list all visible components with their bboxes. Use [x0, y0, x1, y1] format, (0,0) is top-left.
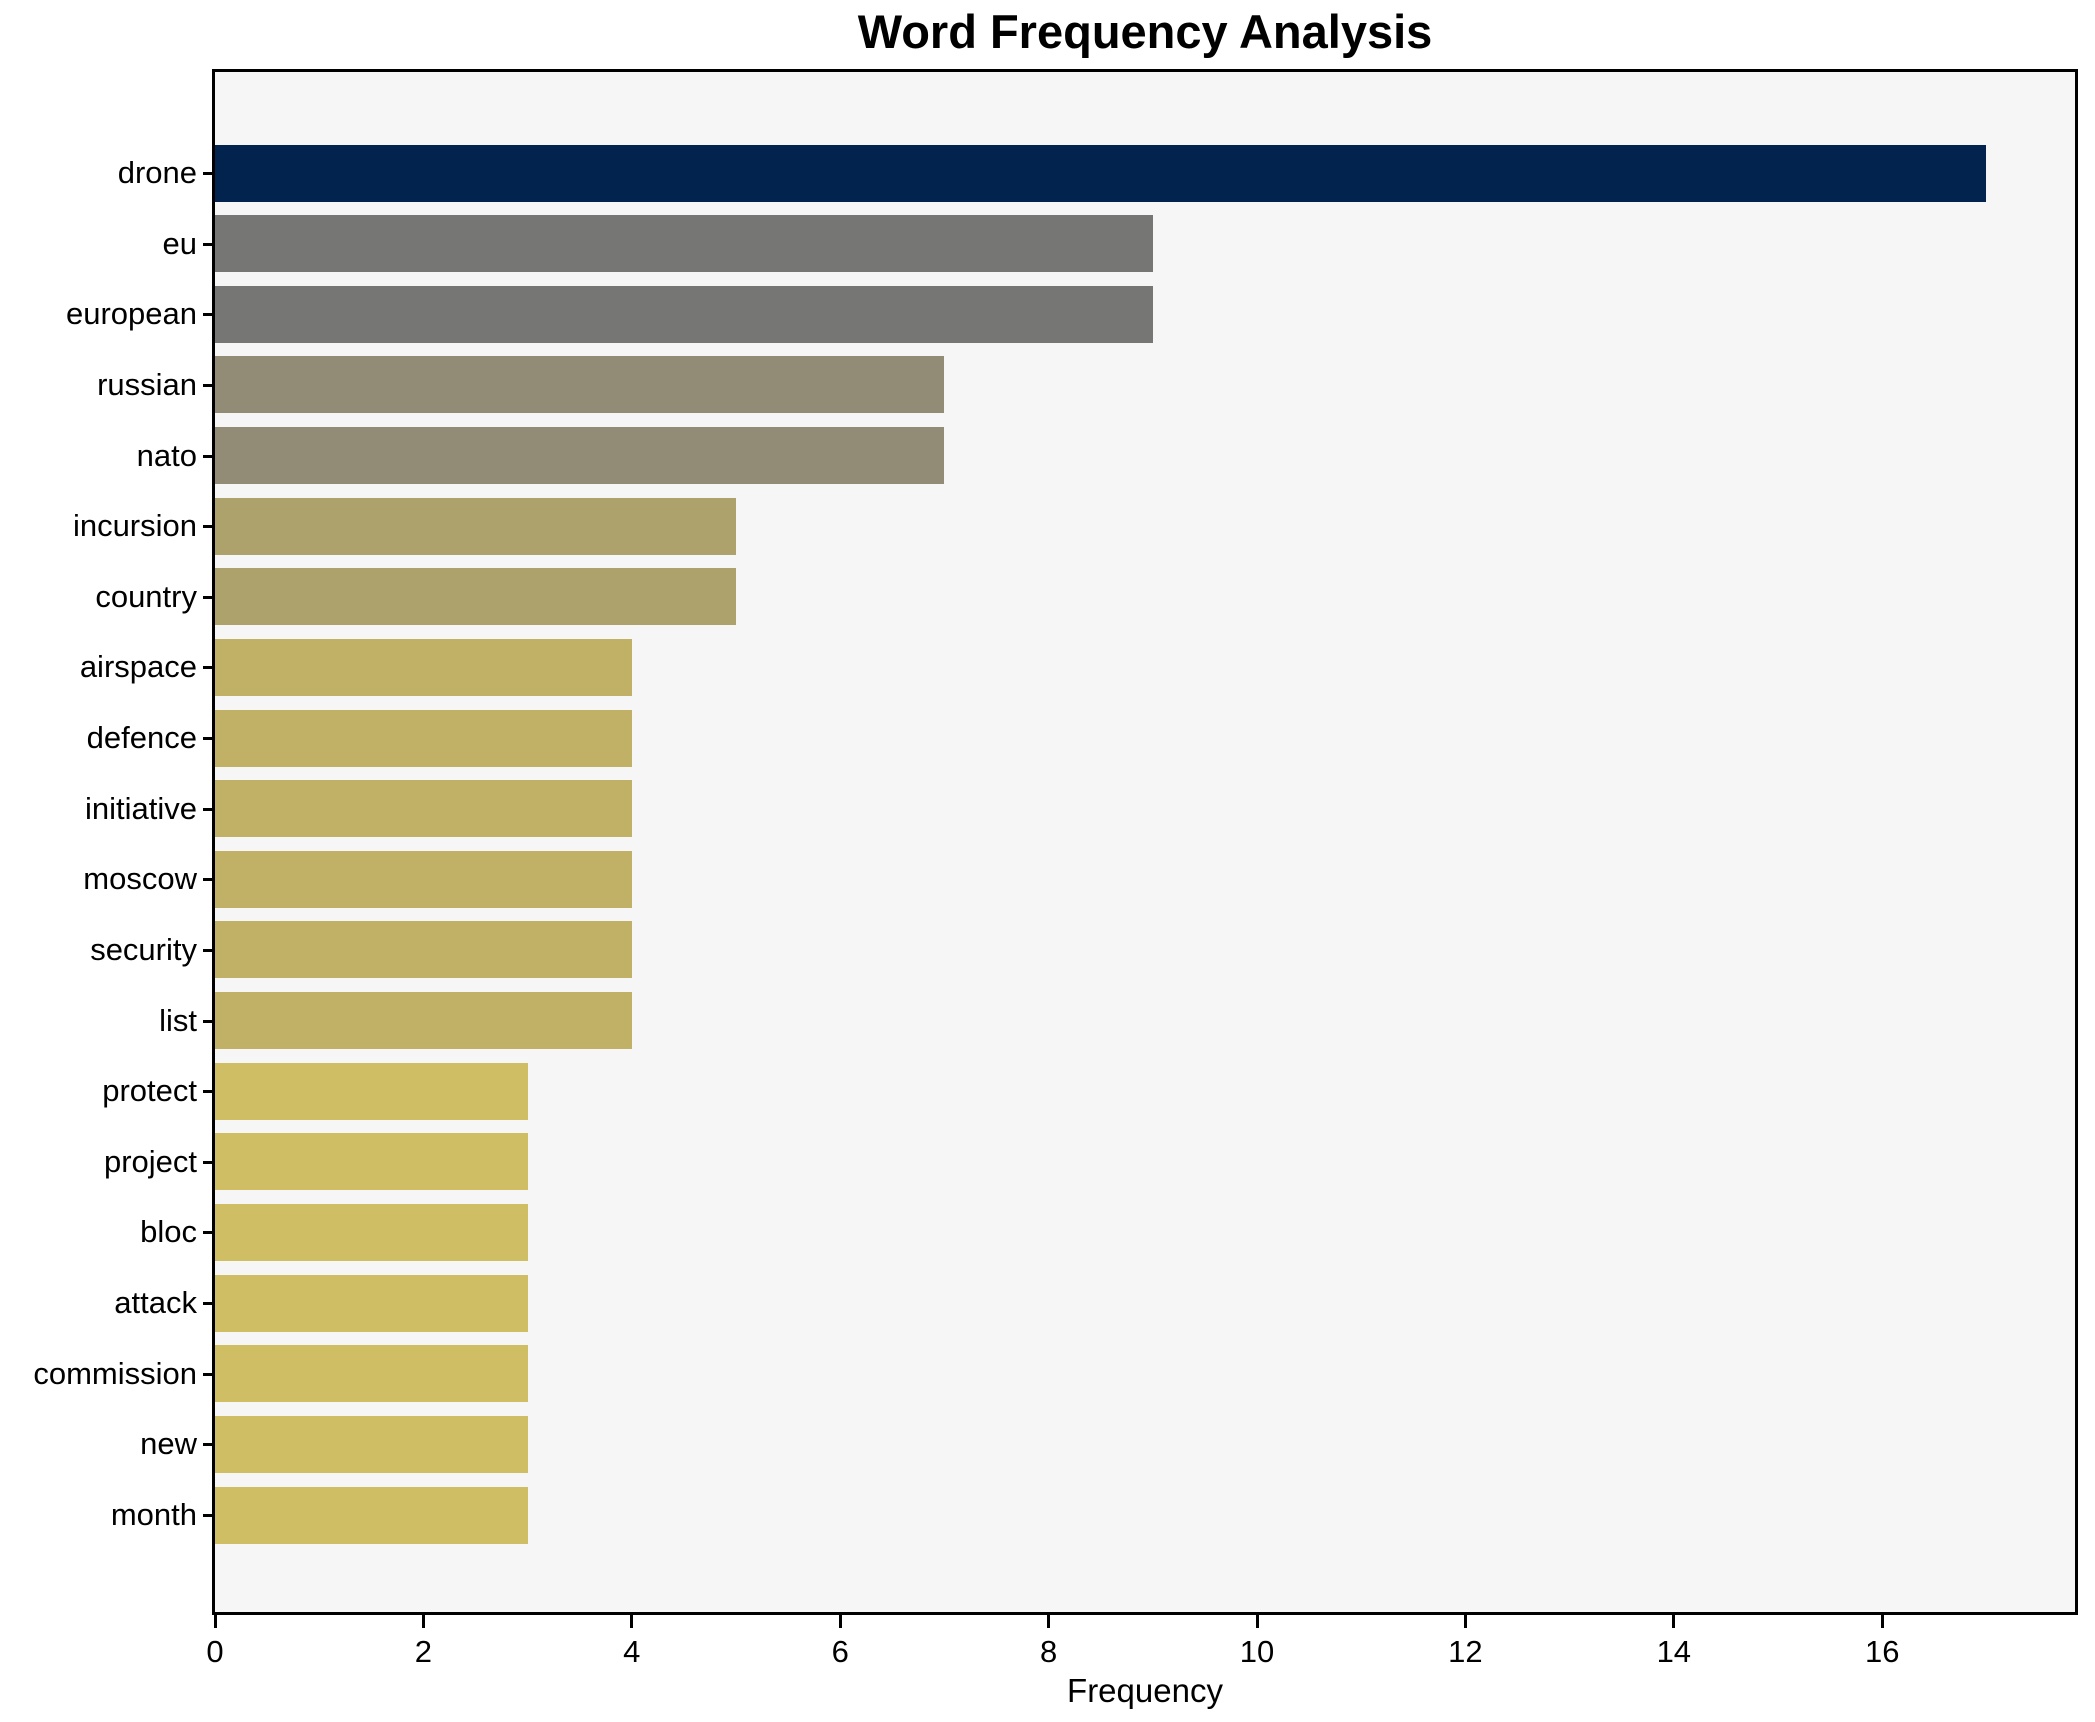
x-tick-label: 0	[206, 1634, 224, 1669]
x-tick-label: 10	[1239, 1634, 1275, 1669]
bar	[215, 144, 1987, 202]
y-tick-mark	[203, 1514, 212, 1517]
y-tick-label: european	[65, 296, 197, 332]
x-tick-label: 2	[414, 1634, 433, 1669]
bar	[215, 285, 1153, 343]
bar	[215, 1274, 528, 1332]
y-tick-label: commission	[33, 1355, 197, 1391]
x-tick-mark	[1255, 1615, 1259, 1628]
y-tick-label: security	[90, 931, 197, 967]
bar	[215, 427, 945, 485]
y-tick-label: month	[110, 1497, 197, 1532]
x-tick-label: 4	[623, 1634, 641, 1669]
x-tick-label: 14	[1656, 1634, 1692, 1669]
bar	[215, 215, 1153, 273]
bar	[215, 1203, 528, 1261]
y-tick-mark	[203, 242, 212, 246]
y-tick-label: bloc	[140, 1214, 197, 1250]
bar	[215, 638, 632, 696]
y-tick-label: initiative	[85, 790, 197, 826]
bar	[215, 780, 632, 838]
y-tick-mark	[203, 807, 212, 811]
y-tick-mark	[203, 666, 212, 670]
y-tick-mark	[203, 1443, 212, 1447]
x-tick-mark	[1672, 1615, 1676, 1628]
bar	[215, 850, 632, 908]
chart-title: Word Frequency Analysis	[857, 5, 1433, 58]
y-tick-mark	[203, 1019, 212, 1023]
bar	[215, 356, 945, 414]
y-tick-label: nato	[136, 437, 197, 473]
x-tick-label: 8	[1039, 1634, 1058, 1669]
y-tick-label: eu	[162, 225, 197, 261]
x-tick-mark	[838, 1615, 842, 1628]
y-tick-label: country	[95, 578, 197, 614]
y-tick-mark	[203, 454, 212, 458]
bar	[215, 1345, 528, 1403]
x-tick-mark	[630, 1615, 634, 1628]
y-tick-mark	[203, 383, 212, 387]
bar	[215, 992, 632, 1050]
bar	[215, 709, 632, 767]
plot-area	[212, 69, 2078, 1615]
y-tick-mark	[203, 1302, 212, 1306]
y-tick-label: russian	[97, 366, 197, 402]
x-tick-mark	[1880, 1615, 1884, 1628]
y-tick-label: attack	[114, 1285, 197, 1321]
y-tick-mark	[203, 948, 212, 952]
x-tick-mark	[421, 1615, 425, 1628]
y-tick-label: moscow	[83, 861, 197, 897]
bar	[215, 497, 736, 555]
y-tick-mark	[203, 737, 212, 741]
y-tick-mark	[203, 1160, 212, 1164]
y-tick-label: defence	[86, 720, 197, 756]
bar	[215, 568, 736, 626]
x-tick-label: 12	[1448, 1634, 1483, 1669]
x-tick-mark	[1463, 1615, 1467, 1628]
bar	[215, 1133, 528, 1191]
y-tick-mark	[203, 313, 212, 317]
bar	[215, 921, 632, 979]
y-tick-mark	[203, 1231, 212, 1235]
y-tick-label: project	[103, 1143, 197, 1179]
y-tick-mark	[203, 595, 212, 599]
y-tick-label: new	[140, 1426, 197, 1462]
bar	[215, 1415, 528, 1473]
y-tick-mark	[203, 525, 212, 529]
x-tick-mark	[213, 1615, 217, 1628]
y-tick-label: drone	[117, 155, 197, 190]
x-tick-label: 16	[1864, 1634, 1900, 1669]
y-tick-mark	[203, 1090, 212, 1094]
x-tick-mark	[1047, 1615, 1051, 1628]
x-tick-label: 6	[831, 1634, 849, 1669]
y-tick-label: protect	[102, 1073, 197, 1109]
y-tick-mark	[203, 172, 212, 175]
y-tick-label: airspace	[79, 649, 197, 685]
y-tick-mark	[203, 878, 212, 882]
bar	[215, 1062, 528, 1120]
y-tick-label: incursion	[72, 508, 197, 544]
y-tick-mark	[203, 1372, 212, 1376]
bar	[215, 1486, 528, 1544]
x-axis-label: Frequency	[1067, 1672, 1223, 1709]
y-tick-label: list	[159, 1002, 197, 1038]
